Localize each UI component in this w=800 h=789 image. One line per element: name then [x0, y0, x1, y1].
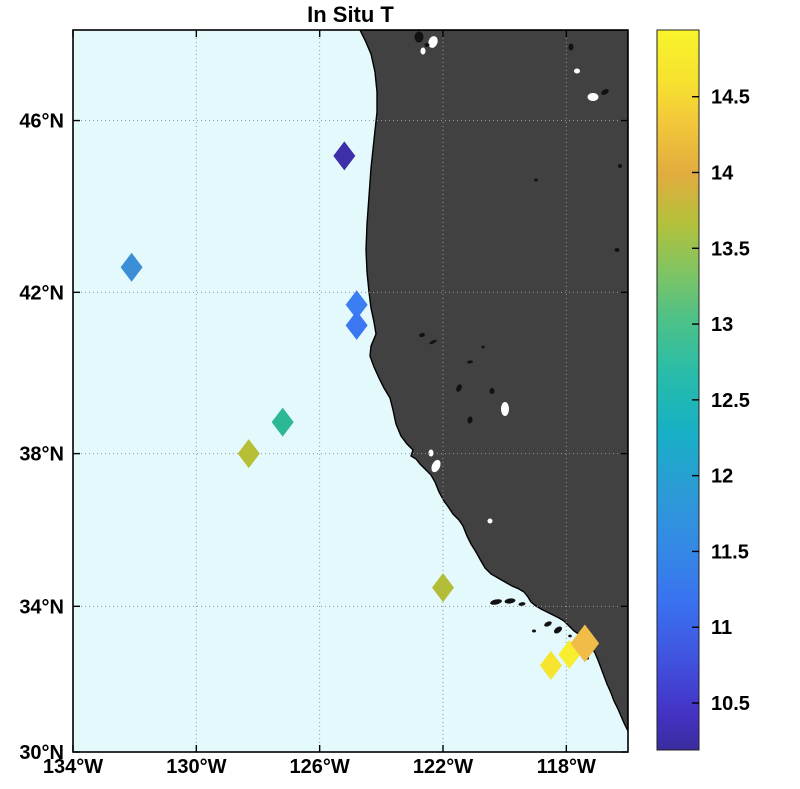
x-tick-label: 122°W — [413, 756, 473, 778]
island-shape — [568, 634, 572, 638]
data-point-diamond — [432, 573, 454, 603]
axis-ticks — [72, 30, 628, 753]
colorbar-tick-label: 13.5 — [711, 238, 750, 260]
lake-shape — [428, 36, 438, 48]
island-shape — [429, 339, 437, 345]
island-shape — [518, 602, 526, 606]
colorbar-tick-label: 11.5 — [711, 541, 749, 563]
lakes — [420, 36, 599, 524]
y-tick-label: 34°N — [19, 596, 64, 618]
x-tick-label: 130°W — [166, 756, 226, 778]
lake-shape — [428, 449, 434, 457]
island-shape — [618, 164, 622, 168]
x-tick-label: 118°W — [537, 756, 596, 778]
lake-shape — [501, 402, 509, 416]
data-point-diamond — [333, 141, 356, 171]
y-tick-label: 30°N — [19, 742, 64, 764]
y-tick-label: 38°N — [19, 444, 64, 466]
y-tick-label: 42°N — [19, 282, 64, 304]
colorbar-tick-label: 10.5 — [711, 693, 750, 715]
lake-shape — [420, 47, 426, 55]
map-area — [73, 30, 628, 752]
x-tick-label: 134°W — [43, 756, 103, 778]
colorbar-ticks — [692, 95, 699, 704]
markers — [120, 141, 600, 680]
data-point-diamond — [539, 650, 562, 680]
island-shape — [489, 388, 495, 394]
plot-title: In Situ T — [307, 2, 394, 27]
data-point-diamond — [570, 624, 600, 663]
island-shape — [414, 31, 424, 43]
island-shape — [534, 178, 538, 182]
island-shape — [490, 599, 502, 605]
island-shape — [481, 345, 485, 349]
colorbar-labels: 14.5 14 13.5 13 12.5 12 11.5 11 10.5 — [711, 87, 750, 715]
island-shape — [467, 416, 473, 424]
colorbar-tick-label: 11 — [711, 617, 732, 639]
colorbar — [657, 30, 699, 750]
island-shape — [601, 89, 609, 95]
map-frame — [72, 29, 629, 753]
colorbar-tick-label: 12.5 — [711, 390, 750, 412]
colorbar-tick-label: 12 — [711, 466, 733, 488]
lake-shape — [574, 68, 580, 74]
colorbar-border — [656, 29, 700, 751]
island-shape — [553, 626, 563, 634]
island-shape — [532, 629, 536, 633]
colorbar-tick-label: 14 — [711, 162, 734, 184]
island-shape — [504, 598, 516, 604]
island-shape — [456, 384, 462, 392]
island-shape — [419, 332, 425, 338]
data-point-diamond — [237, 439, 260, 469]
lake-shape — [487, 518, 493, 524]
data-point-diamond — [271, 407, 294, 437]
y-tick-label: 46°N — [19, 111, 64, 133]
island-shape — [568, 43, 574, 51]
colorbar-tick-label: 14.5 — [711, 87, 750, 109]
island-shape — [544, 621, 552, 627]
data-point-diamond — [120, 252, 143, 282]
data-point-diamond — [345, 290, 368, 320]
data-point-diamond — [345, 310, 368, 340]
lake-shape — [431, 459, 441, 473]
island-shape — [424, 43, 430, 47]
lake-shape — [587, 93, 599, 101]
axis-labels: 134°W 130°W 126°W 122°W 118°W 46°N 42°N 38°N 34°… — [19, 111, 596, 778]
colorbar-tick-label: 13 — [711, 314, 733, 336]
islands — [414, 31, 622, 660]
gridlines — [73, 30, 628, 752]
island-shape — [467, 360, 473, 364]
island-shape — [614, 248, 620, 252]
x-tick-label: 126°W — [290, 756, 350, 778]
